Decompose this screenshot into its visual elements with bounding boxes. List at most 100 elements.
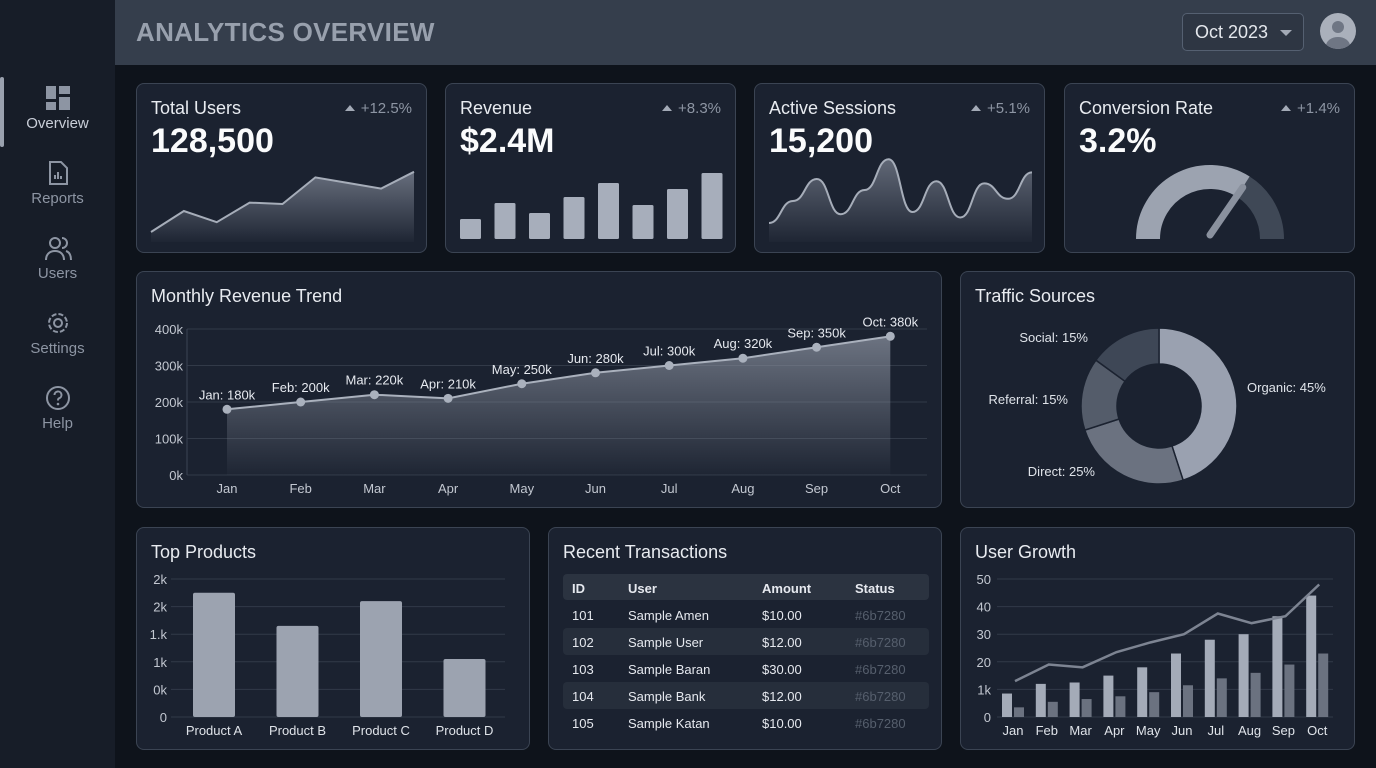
x-tick-label: May [510, 481, 535, 496]
cell-status: #6b7280 [855, 662, 906, 677]
growth-bar-primary [1069, 682, 1080, 717]
kpi-title: Conversion Rate [1079, 98, 1214, 118]
y-tick-label: 200k [155, 395, 184, 410]
sidebar-item-users[interactable]: Users [0, 235, 115, 305]
sidebar-item-reports[interactable]: Reports [0, 160, 115, 230]
growth-bar-secondary [1149, 692, 1160, 717]
report-icon [48, 161, 68, 185]
donut-label: Organic: 45% [1247, 380, 1326, 395]
y-tick-label: 2k [153, 600, 167, 615]
cell-user: Sample Amen [628, 608, 709, 623]
revenue-mini-bar [460, 219, 481, 239]
user-growth-card: User Growth 0 1k 20 30 40 50 Jan Feb Mar Apr May Ju… [960, 527, 1355, 750]
table-row[interactable]: 101 Sample Amen $10.00 #6b7280 [563, 601, 929, 628]
column-header-status: Status [855, 581, 895, 596]
x-tick-label: Product B [269, 723, 326, 738]
growth-bar-primary [1272, 616, 1283, 717]
cell-amount: $10.00 [762, 608, 802, 623]
gear-icon [47, 313, 68, 333]
x-tick-label: Oct [1307, 723, 1328, 738]
data-label: May: 250k [492, 362, 552, 377]
sparkline-line [150, 170, 415, 233]
sidebar-item-help[interactable]: Help [0, 385, 115, 455]
growth-bar-secondary [1284, 664, 1295, 717]
cell-user: Sample Katan [628, 716, 710, 731]
donut-slice [1158, 327, 1238, 482]
data-label: Mar: 220k [345, 373, 403, 388]
x-tick-label: Sep [805, 481, 828, 496]
growth-bar-secondary [1183, 685, 1193, 717]
data-point [517, 379, 527, 389]
y-tick-label: 100k [155, 432, 184, 447]
x-tick-label: Feb [1036, 723, 1058, 738]
sparkline-area [151, 171, 414, 242]
y-tick-label: 40 [977, 600, 991, 615]
x-tick-label: Feb [289, 481, 311, 496]
sidebar-item-label: Settings [30, 340, 85, 357]
sidebar-item-settings[interactable]: Settings [0, 310, 115, 380]
sparkline-area [769, 159, 1032, 242]
sidebar: Overview Reports Users Settings Help [0, 0, 115, 768]
sidebar-item-overview[interactable]: Overview [0, 77, 115, 155]
transactions-table: ID User Amount Status 101 Sample Amen $10.… [563, 574, 929, 736]
x-tick-label: Apr [1104, 723, 1125, 738]
users-sparkline [150, 170, 415, 242]
table-row[interactable]: 104 Sample Bank $12.00 #6b7280 [563, 682, 929, 709]
gauge-track [1236, 176, 1284, 240]
x-tick-label: Aug [731, 481, 754, 496]
y-tick-label: 1.k [150, 627, 168, 642]
x-tick-label: Jan [217, 481, 238, 496]
kpi-value: 128,500 [151, 122, 274, 160]
x-tick-label: Jun [1172, 723, 1193, 738]
sidebar-item-label: Overview [26, 115, 89, 132]
cell-id: 104 [572, 689, 594, 704]
users-icon [44, 237, 72, 261]
sparkline-line [768, 158, 1033, 224]
data-label: Jan: 180k [199, 387, 256, 402]
cell-amount: $12.00 [762, 635, 802, 650]
x-tick-label: Jun [585, 481, 606, 496]
kpi-title: Total Users [151, 98, 242, 118]
avatar[interactable] [1320, 13, 1356, 49]
x-tick-label: Mar [363, 481, 386, 496]
kpi-delta: +8.3% [662, 100, 721, 117]
cell-user: Sample User [628, 635, 704, 650]
growth-bar-secondary [1047, 701, 1058, 717]
trend-line [226, 335, 891, 411]
y-tick-label: 0k [169, 468, 183, 483]
cell-status: #6b7280 [855, 608, 906, 623]
card-title: Monthly Revenue Trend [151, 286, 343, 306]
kpi-title: Revenue [460, 98, 533, 118]
table-header: ID User Amount Status [563, 574, 929, 600]
data-point [369, 390, 379, 400]
donut-label: Referral: 15% [989, 392, 1069, 407]
card-title: Traffic Sources [975, 286, 1096, 306]
y-tick-label: 400k [155, 322, 184, 337]
cell-amount: $10.00 [762, 716, 802, 731]
date-selector[interactable]: Oct 2023 [1182, 13, 1304, 51]
growth-bar-primary [1035, 683, 1046, 717]
data-point [812, 342, 822, 352]
user-avatar-icon [1326, 21, 1350, 49]
table-row[interactable]: 102 Sample User $12.00 #6b7280 [563, 628, 929, 655]
x-tick-label: Oct [880, 481, 901, 496]
table-row[interactable]: 103 Sample Baran $30.00 #6b7280 [563, 655, 929, 682]
help-icon [45, 386, 70, 410]
data-point [222, 404, 232, 414]
revenue-mini-bar [563, 197, 585, 239]
table-row[interactable]: 105 Sample Katan $10.00 #6b7280 [563, 709, 929, 736]
growth-bar-primary [1171, 653, 1181, 717]
gauge-fill [1136, 165, 1250, 240]
y-tick-label: 20 [977, 655, 991, 670]
x-tick-label: Jul [661, 481, 678, 496]
header: ANALYTICS OVERVIEW Oct 2023 [115, 0, 1376, 65]
revenue-mini-bar [701, 173, 723, 239]
traffic-donut-chart: Organic: 45% Direct: 25% Referral: 15% Soci… [989, 327, 1326, 485]
revenue-mini-bar [598, 183, 619, 239]
x-tick-label: Sep [1272, 723, 1295, 738]
card-title: User Growth [975, 542, 1077, 562]
revenue-mini-bar [529, 213, 550, 239]
kpi-delta: +12.5% [345, 100, 412, 117]
growth-bar-secondary [1216, 678, 1227, 717]
y-tick-label: 1k [977, 682, 991, 697]
